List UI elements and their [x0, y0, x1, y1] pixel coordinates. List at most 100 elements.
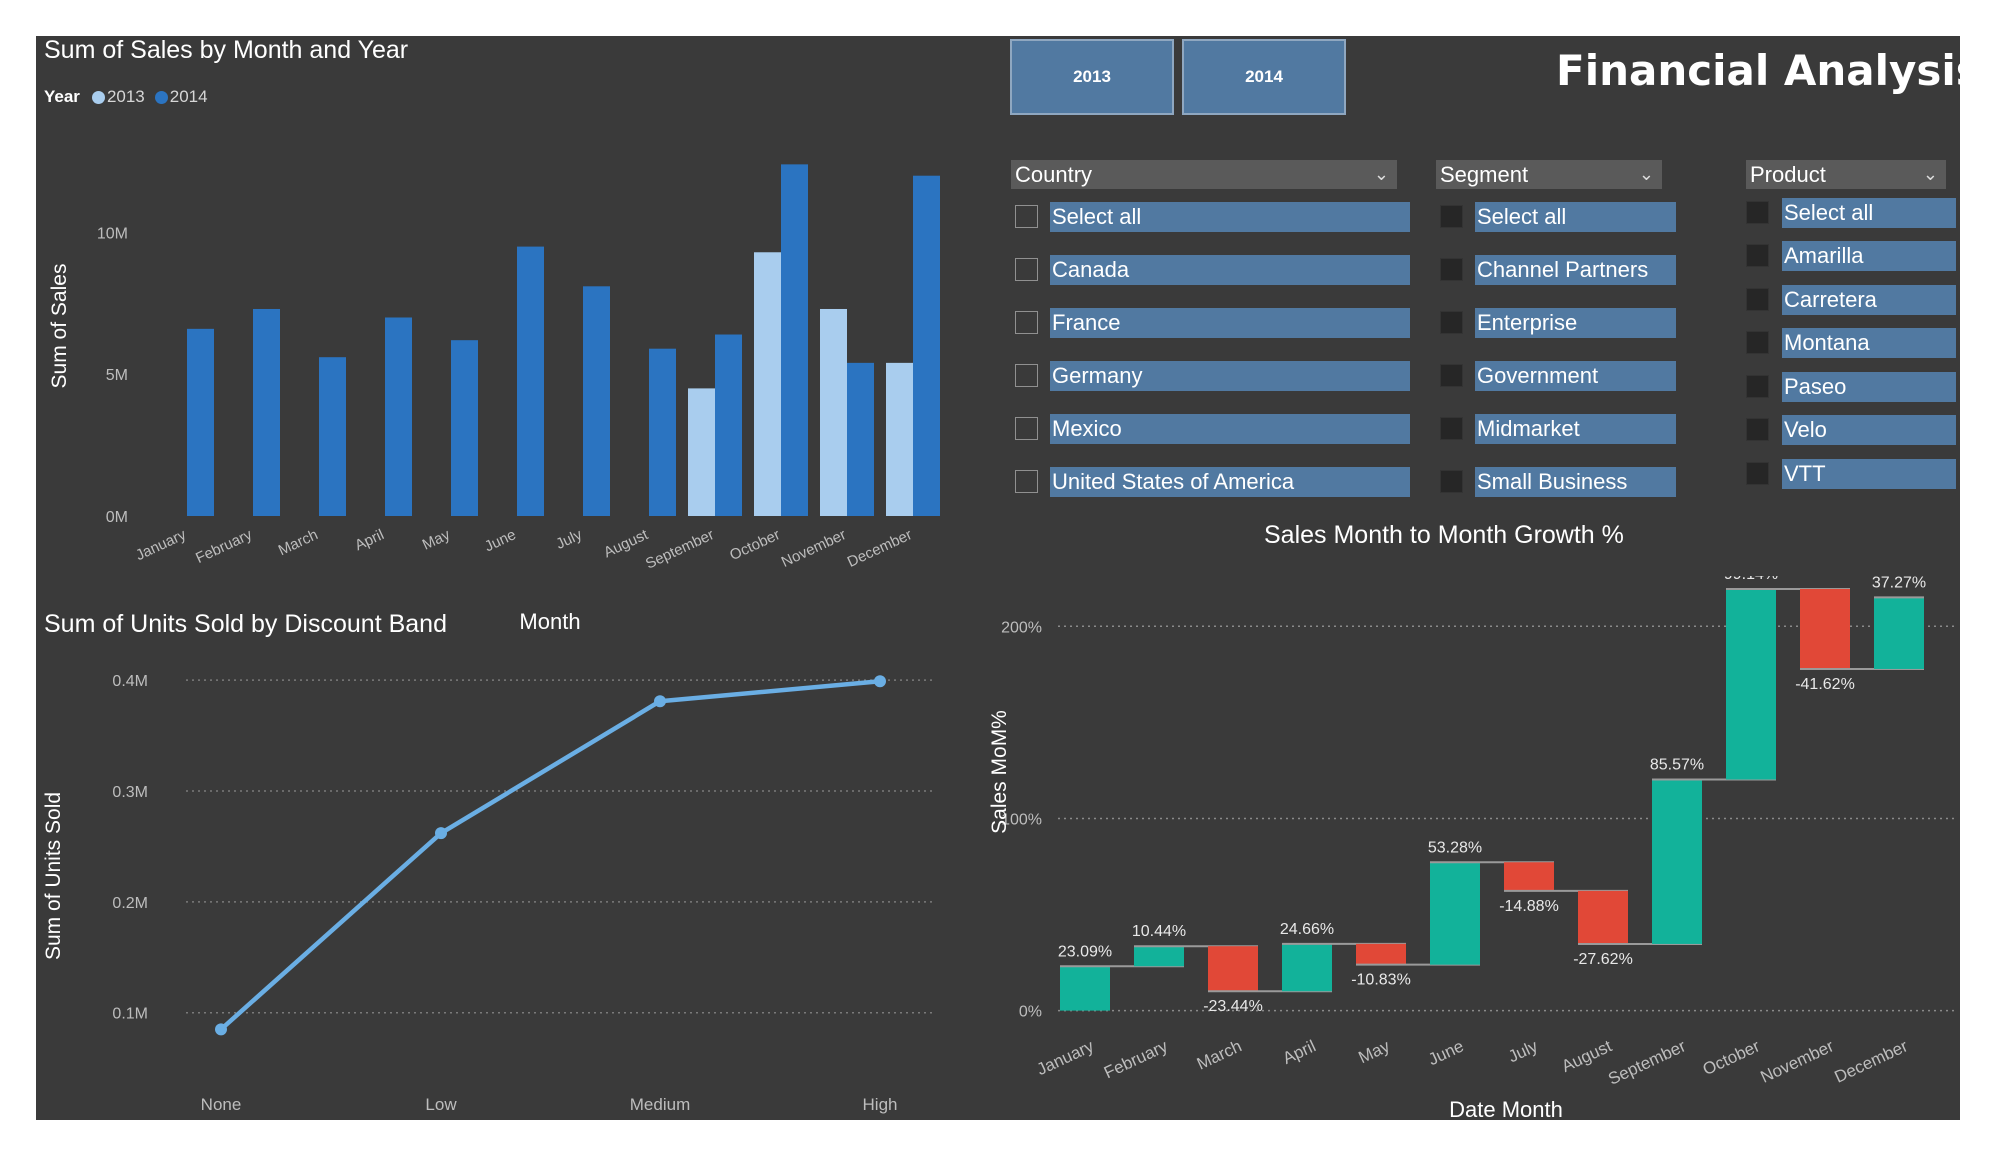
checkbox[interactable] [1015, 364, 1038, 387]
bar-2014 [319, 357, 346, 516]
checkbox[interactable] [1440, 417, 1463, 440]
bar-2014 [781, 164, 808, 516]
bar-2013 [820, 308, 847, 516]
checkbox[interactable] [1015, 311, 1038, 334]
segment-slicer-header[interactable]: Segment ⌄ [1436, 160, 1662, 189]
chevron-down-icon[interactable]: ⌄ [1638, 164, 1654, 184]
segment-item-label: Small Business [1475, 467, 1676, 497]
data-label: 23.09% [1058, 943, 1112, 960]
x-tick-label: December [1832, 1036, 1911, 1087]
x-tick-label: January [133, 526, 189, 564]
units-chart: 0.1M 0.2M 0.3M 0.4M None Low Medium High Discoun… [42, 673, 934, 1120]
bar-2014 [583, 286, 610, 516]
checkbox[interactable] [1440, 258, 1463, 281]
checkbox[interactable] [1746, 331, 1769, 354]
country-item-label: United States of America [1050, 467, 1410, 497]
checkbox[interactable] [1015, 417, 1038, 440]
checkbox[interactable] [1746, 375, 1769, 398]
chevron-down-icon[interactable]: ⌄ [1922, 164, 1938, 184]
year-2013-button[interactable]: 2013 [1010, 39, 1174, 115]
x-tick-label: July [553, 526, 585, 553]
data-point [654, 695, 666, 708]
data-label: 85.57% [1650, 756, 1704, 773]
x-tick-label: September [643, 526, 717, 572]
decrease-bar [1208, 946, 1258, 992]
data-label: -27.62% [1573, 951, 1633, 968]
checkbox[interactable] [1015, 205, 1038, 228]
data-label: -41.62% [1795, 676, 1855, 693]
x-tick-label: June [1425, 1036, 1466, 1069]
product-item-label: Carretera [1782, 285, 1956, 315]
checkbox[interactable] [1440, 205, 1463, 228]
data-label: 10.44% [1132, 923, 1186, 940]
x-tick-label: May [1356, 1036, 1394, 1067]
segment-item-label: Midmarket [1475, 414, 1676, 444]
y-tick-label: 0.1M [112, 1006, 148, 1023]
bar-2013 [754, 252, 781, 516]
x-tick-label: Low [425, 1095, 457, 1114]
legend-2014-swatch [154, 90, 168, 104]
bar-2014 [847, 362, 874, 516]
data-label: 99.14% [1724, 576, 1778, 583]
checkbox[interactable] [1746, 201, 1769, 224]
increase-bar [1134, 946, 1184, 967]
increase-bar [1060, 966, 1110, 1011]
country-slicer-header[interactable]: Country ⌄ [1011, 160, 1397, 189]
series-line [219, 679, 881, 1032]
x-tick-label: March [1194, 1036, 1245, 1073]
decrease-bar [1356, 943, 1406, 965]
x-tick-label: None [201, 1095, 242, 1114]
y-axis-title: Sales MoM% [988, 710, 1011, 834]
chevron-down-icon[interactable]: ⌄ [1373, 164, 1389, 184]
x-tick-label: March [276, 526, 321, 559]
product-item-label: Amarilla [1782, 241, 1956, 271]
bar-2014 [715, 334, 742, 516]
growth-chart: 0% 100% 200% 23.09% January 10.44% February -23… [988, 576, 1956, 1120]
data-point [874, 675, 886, 688]
bar-2013 [688, 388, 715, 516]
data-label: -23.44% [1203, 998, 1263, 1015]
product-item-label: VTT [1782, 459, 1956, 489]
sales-chart: 0M 5M 10M January February March April May June J… [48, 164, 940, 634]
y-axis-title: Sum of Units Sold [42, 792, 65, 960]
product-item-label: Paseo [1782, 372, 1956, 402]
bar-2014 [385, 317, 412, 516]
checkbox[interactable] [1746, 462, 1769, 485]
checkbox[interactable] [1440, 364, 1463, 387]
segment-item-label: Select all [1475, 202, 1676, 232]
segment-item-label: Channel Partners [1475, 255, 1676, 285]
checkbox[interactable] [1746, 288, 1769, 311]
x-axis-title: Discount Band [478, 1117, 621, 1120]
product-item-label: Montana [1782, 328, 1956, 358]
y-tick-label: 0M [106, 509, 128, 526]
checkbox[interactable] [1440, 470, 1463, 493]
data-label: -10.83% [1351, 972, 1411, 989]
increase-bar [1874, 597, 1924, 669]
checkbox[interactable] [1746, 418, 1769, 441]
checkbox[interactable] [1015, 470, 1038, 493]
checkbox[interactable] [1746, 244, 1769, 267]
checkbox[interactable] [1015, 258, 1038, 281]
x-tick-label: November [1758, 1036, 1837, 1087]
bar-2014 [187, 328, 214, 516]
x-tick-label: February [193, 526, 255, 567]
legend-2013-label[interactable]: 2013 [106, 87, 145, 106]
increase-bar [1726, 588, 1776, 780]
data-label: 37.27% [1872, 576, 1926, 591]
checkbox[interactable] [1440, 311, 1463, 334]
product-slicer-label: Product [1750, 162, 1826, 187]
bar-2014 [517, 246, 544, 516]
product-slicer-header[interactable]: Product ⌄ [1746, 160, 1946, 189]
y-tick-label: 5M [106, 367, 128, 384]
year-2014-button[interactable]: 2014 [1182, 39, 1346, 115]
legend-2014-label[interactable]: 2014 [169, 87, 208, 106]
report-canvas: Sum of Sales by Month and Year Year 2013… [36, 36, 1960, 1120]
y-tick-label: 200% [1001, 619, 1042, 636]
data-label: -14.88% [1499, 898, 1559, 915]
x-axis-title: Date Month [1449, 1097, 1563, 1120]
data-label: 53.28% [1428, 839, 1482, 856]
segment-item-label: Government [1475, 361, 1676, 391]
product-item-label: Select all [1782, 198, 1956, 228]
data-label: 24.66% [1280, 921, 1334, 938]
legend-title: Year [44, 87, 80, 106]
